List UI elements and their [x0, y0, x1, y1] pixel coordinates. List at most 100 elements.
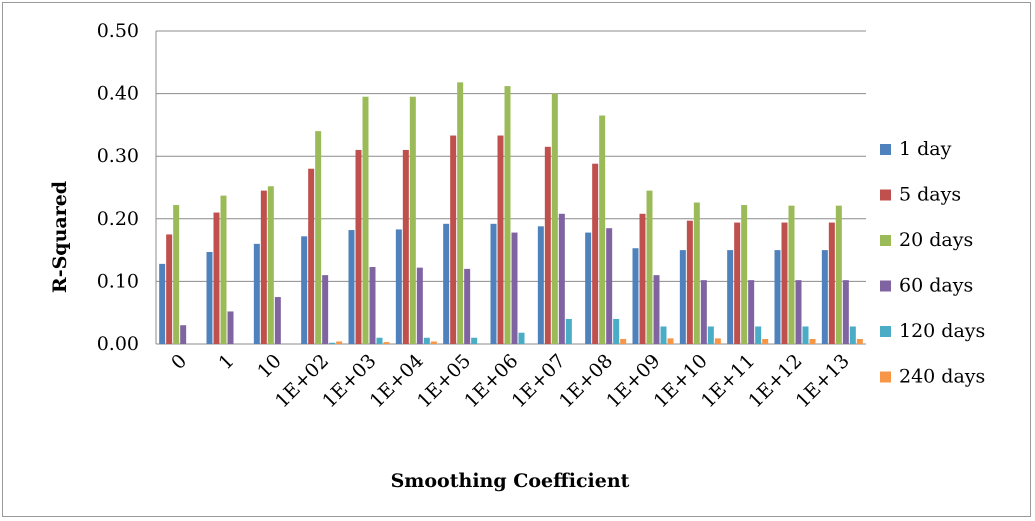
bar-120-days-1E+06 — [518, 332, 525, 344]
legend: 1 day 5 days 20 days 60 days 120 days 240 day… — [880, 138, 985, 388]
x-axis: 0 1 101E+021E+031E+041E+051E+061E+071E+081… — [167, 350, 854, 412]
x-axis-title: Smoothing Coefficient — [391, 470, 630, 492]
x-tick-label: 10 — [253, 350, 286, 383]
bar-60-days-10 — [274, 297, 281, 344]
bar-60-days-1E+09 — [653, 275, 660, 344]
bar-60-days-1E+12 — [795, 280, 802, 344]
bar-60-days-1E+05 — [464, 268, 471, 344]
x-tick-label: 0 — [167, 350, 191, 374]
y-tick-label: 0.00 — [97, 333, 139, 355]
bar-20-days-1E+13 — [835, 205, 842, 344]
bar-20-days-1E+11 — [741, 205, 748, 344]
bar-5-days-1E+10 — [686, 220, 693, 344]
bar-60-days-1E+06 — [511, 232, 518, 344]
bar-240-days-1E+08 — [620, 338, 627, 344]
bar-240-days-1E+11 — [762, 338, 769, 344]
bar-20-days-0 — [173, 205, 180, 344]
bar-1-day-1E+11 — [727, 250, 734, 344]
bar-120-days-1E+11 — [755, 326, 762, 344]
bar-240-days-1E+03 — [383, 342, 390, 344]
bar-1-day-1E+03 — [348, 230, 355, 344]
bar-20-days-1 — [220, 195, 227, 344]
bar-5-days-1E+11 — [734, 222, 741, 344]
bar-120-days-1E+09 — [660, 326, 667, 344]
bar-20-days-1E+12 — [788, 205, 795, 344]
legend-swatch — [880, 371, 891, 383]
bar-120-days-1E+05 — [471, 337, 478, 344]
bar-60-days-1E+02 — [322, 275, 329, 344]
bar-20-days-1E+06 — [504, 86, 511, 344]
legend-swatch — [880, 326, 891, 337]
bars — [159, 82, 863, 344]
bar-1-day-1E+09 — [632, 248, 639, 344]
bar-60-days-1E+11 — [748, 280, 755, 344]
bar-20-days-1E+07 — [551, 93, 558, 344]
bar-120-days-1E+13 — [849, 326, 856, 344]
y-axis: 0.00 0.10 0.20 0.30 0.40 0.50 — [97, 20, 866, 355]
bar-1-day-10 — [253, 243, 260, 344]
bar-60-days-1E+03 — [369, 267, 376, 344]
legend-label: 1 day — [899, 138, 952, 160]
bar-1-day-1E+06 — [490, 223, 497, 344]
bar-1-day-1E+13 — [821, 250, 828, 344]
bar-5-days-1E+08 — [592, 163, 599, 344]
bar-240-days-1E+12 — [809, 338, 816, 344]
bar-5-days-1E+09 — [639, 213, 646, 344]
bar-5-days-10 — [260, 190, 267, 344]
y-tick-label: 0.10 — [97, 270, 139, 292]
bar-1-day-1 — [206, 251, 213, 344]
bar-60-days-1E+10 — [700, 280, 707, 344]
bar-5-days-1E+12 — [781, 222, 788, 344]
bar-5-days-1E+13 — [828, 222, 835, 344]
legend-label: 120 days — [899, 320, 985, 342]
bar-60-days-1E+13 — [842, 280, 849, 344]
bar-1-day-0 — [159, 263, 166, 344]
legend-swatch — [880, 235, 891, 246]
legend-swatch — [880, 144, 891, 155]
bar-5-days-1E+02 — [308, 168, 315, 344]
bar-240-days-1E+04 — [430, 341, 437, 344]
bar-1-day-1E+04 — [395, 229, 402, 344]
bar-5-days-0 — [166, 234, 173, 344]
bar-60-days-1E+07 — [558, 213, 565, 344]
bar-1-day-1E+12 — [774, 250, 781, 344]
x-tick-label: 1E+13 — [792, 350, 854, 412]
bar-1-day-1E+02 — [301, 236, 308, 344]
bar-20-days-1E+02 — [315, 131, 322, 344]
bar-120-days-1E+02 — [329, 342, 336, 344]
bar-20-days-1E+10 — [693, 202, 700, 344]
x-tick-label: 1 — [214, 350, 238, 374]
bar-240-days-1E+09 — [667, 338, 674, 344]
legend-swatch — [880, 280, 891, 292]
bar-5-days-1E+03 — [355, 149, 362, 344]
bar-60-days-0 — [180, 325, 187, 344]
bar-5-days-1E+06 — [497, 135, 504, 344]
bar-20-days-1E+03 — [362, 96, 369, 344]
bar-5-days-1E+05 — [450, 135, 457, 344]
bar-20-days-1E+09 — [646, 190, 653, 344]
y-axis-title: R-Squared — [49, 181, 71, 293]
bar-1-day-1E+07 — [537, 226, 544, 344]
bar-1-day-1E+08 — [585, 232, 592, 344]
bar-120-days-1E+12 — [802, 326, 809, 344]
bar-60-days-1E+08 — [606, 228, 613, 344]
bar-60-days-1 — [227, 311, 234, 344]
bar-20-days-1E+08 — [599, 115, 606, 344]
legend-label: 240 days — [899, 366, 985, 388]
bar-20-days-1E+05 — [457, 82, 464, 344]
bar-120-days-1E+04 — [423, 337, 430, 344]
bar-5-days-1E+04 — [402, 149, 409, 344]
bar-120-days-1E+10 — [707, 326, 714, 344]
y-tick-label: 0.40 — [97, 83, 139, 105]
legend-label: 5 days — [899, 184, 961, 206]
legend-label: 20 days — [899, 229, 973, 251]
bar-5-days-1E+07 — [544, 146, 551, 344]
y-tick-label: 0.30 — [97, 145, 139, 167]
y-tick-label: 0.50 — [97, 20, 139, 42]
gridlines — [156, 30, 866, 282]
legend-label: 60 days — [899, 275, 973, 297]
bar-1-day-1E+10 — [679, 250, 686, 344]
bar-20-days-10 — [267, 186, 274, 344]
bar-240-days-1E+02 — [336, 341, 343, 344]
